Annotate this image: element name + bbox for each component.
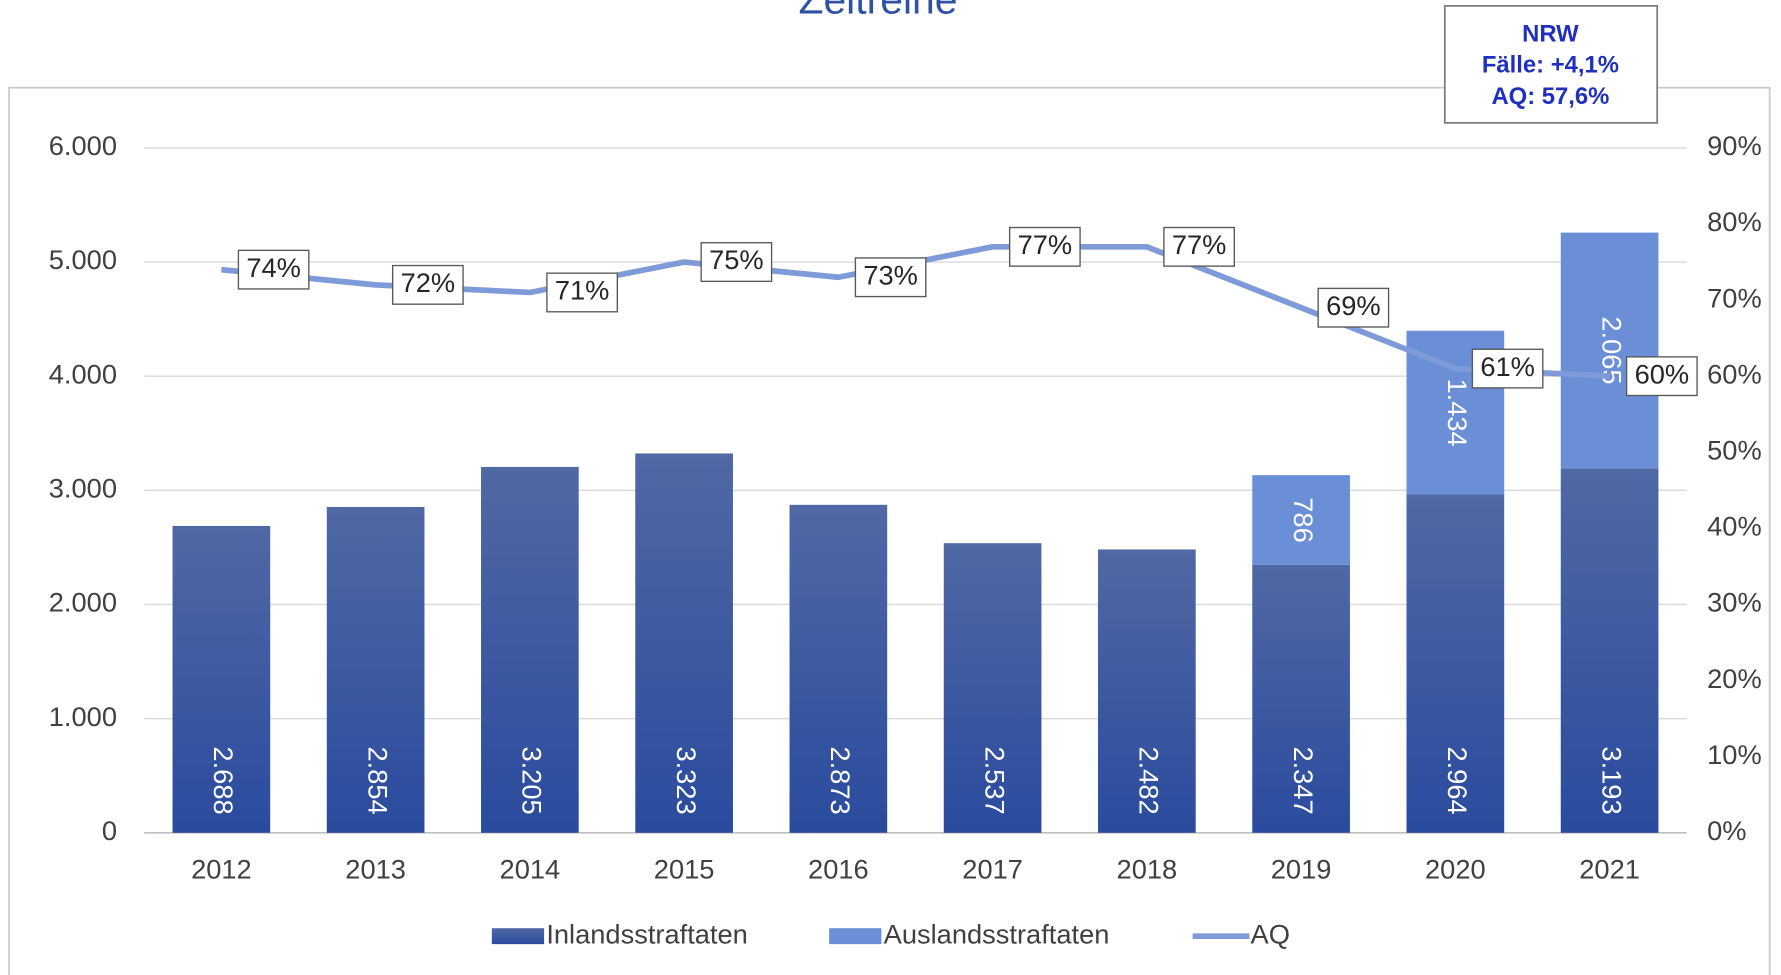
- line-label-box: [237, 249, 310, 290]
- bar: [481, 466, 579, 833]
- legend-swatch: [829, 928, 882, 945]
- bar: [1406, 494, 1505, 833]
- line-label-box: [546, 272, 619, 313]
- legend-label: AQ: [1251, 918, 1290, 949]
- line-label-box: [1163, 226, 1236, 267]
- chart-frame: [8, 86, 1771, 975]
- line-label-box: [1008, 226, 1081, 267]
- line-label-box: [1625, 356, 1698, 397]
- line-label: 74%: [246, 252, 301, 283]
- bar-label: 3.193: [1596, 746, 1627, 814]
- x-tick-label: 2019: [1271, 854, 1332, 885]
- y2-tick-label: 20%: [1707, 663, 1762, 694]
- bar-label: 2.854: [362, 746, 393, 814]
- bar: [1560, 468, 1659, 833]
- bar-label: 2.482: [1134, 746, 1165, 814]
- y-tick-label: 6.000: [49, 130, 117, 161]
- x-tick-label: 2012: [191, 854, 252, 885]
- bar: [635, 453, 733, 833]
- bar: [1560, 232, 1659, 469]
- annotation-box: [1443, 5, 1659, 124]
- annotation: Fälle: +4,1%: [1482, 51, 1619, 78]
- y2-tick-label: 50%: [1707, 434, 1762, 465]
- legend-label: Inlandsstraftaten: [546, 918, 747, 949]
- line-label: 75%: [709, 244, 764, 275]
- bar: [789, 504, 888, 833]
- line-label: 77%: [1172, 229, 1227, 260]
- x-tick-label: 2014: [500, 854, 561, 885]
- y2-tick-label: 60%: [1707, 358, 1762, 389]
- bar-label: 2.873: [825, 746, 856, 814]
- y2-tick-label: 40%: [1707, 511, 1762, 542]
- legend-label: Auslandsstraftaten: [884, 918, 1110, 949]
- annotation: AQ: 57,6%: [1491, 83, 1609, 110]
- x-tick-label: 2017: [962, 854, 1023, 885]
- bar-label: 2.688: [208, 746, 239, 814]
- line-label: 60%: [1635, 358, 1690, 389]
- line-label-box: [700, 242, 773, 283]
- x-tick-label: 2020: [1425, 854, 1486, 885]
- y-tick-label: 5.000: [49, 244, 117, 275]
- line-label-box: [1471, 348, 1544, 389]
- y-tick-label: 2.000: [49, 587, 117, 618]
- y2-tick-label: 70%: [1707, 282, 1762, 313]
- bar-label: 2.964: [1442, 746, 1473, 814]
- bar-label: 2.537: [979, 746, 1010, 814]
- y2-tick-label: 0%: [1707, 815, 1746, 846]
- line-label: 71%: [555, 275, 610, 306]
- bar-label: 3.323: [671, 746, 702, 814]
- line-label: 77%: [1018, 229, 1073, 260]
- bar: [326, 507, 425, 833]
- y2-tick-label: 10%: [1707, 739, 1762, 770]
- line-label: 73%: [863, 259, 918, 290]
- chart-title: Zeitreihe: [798, 0, 957, 22]
- bar-label: 2.347: [1288, 746, 1319, 814]
- y-tick-label: 0: [102, 815, 117, 846]
- bar: [1252, 564, 1350, 833]
- x-tick-label: 2013: [345, 854, 406, 885]
- annotation: NRW: [1522, 21, 1579, 48]
- line-label: 69%: [1326, 290, 1381, 321]
- bar: [943, 543, 1042, 833]
- line-label-box: [391, 264, 464, 305]
- y2-tick-label: 30%: [1707, 587, 1762, 618]
- y-tick-label: 1.000: [49, 701, 117, 732]
- line-label-box: [1317, 287, 1390, 328]
- legend-swatch: [491, 928, 545, 945]
- y-tick-label: 3.000: [49, 473, 117, 504]
- line-label: 72%: [401, 267, 456, 298]
- line-label-box: [854, 257, 927, 298]
- bar: [1098, 549, 1196, 833]
- line-label: 61%: [1480, 351, 1535, 382]
- x-tick-label: 2015: [654, 854, 715, 885]
- bar-label: 1.434: [1442, 379, 1473, 447]
- bar-label: 786: [1288, 497, 1319, 542]
- x-tick-label: 2016: [808, 854, 869, 885]
- y-tick-label: 4.000: [49, 358, 117, 389]
- bar-label: 3.205: [517, 746, 548, 814]
- bar: [1252, 475, 1350, 565]
- y2-tick-label: 80%: [1707, 206, 1762, 237]
- x-tick-label: 2018: [1117, 854, 1178, 885]
- x-tick-label: 2021: [1579, 854, 1640, 885]
- y2-tick-label: 90%: [1707, 130, 1762, 161]
- bar: [172, 525, 271, 833]
